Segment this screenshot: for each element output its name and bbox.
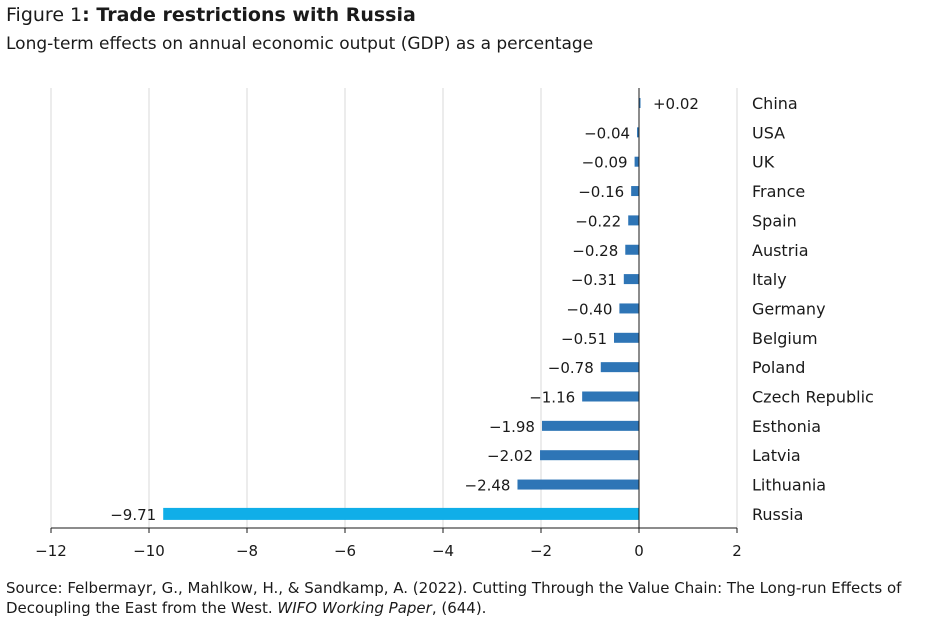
category-label: Latvia — [752, 446, 801, 465]
value-label: −0.31 — [571, 271, 617, 289]
category-label: Esthonia — [752, 417, 821, 436]
value-label: −0.40 — [566, 300, 612, 318]
figure-title: Figure 1: Trade restrictions with Russia — [6, 4, 416, 26]
bar-latvia — [540, 450, 639, 461]
bar-france — [631, 186, 639, 197]
source-prefix: Source: Felbermayr, G., Mahlkow, H., & S… — [6, 579, 902, 617]
x-tick-label: −10 — [133, 542, 165, 560]
x-tick-label: −4 — [432, 542, 454, 560]
bar-esthonia — [541, 420, 639, 431]
category-label: Italy — [752, 270, 787, 289]
category-label: Russia — [752, 505, 803, 524]
figure-title-text: Trade restrictions with Russia — [96, 4, 416, 26]
bar-czech-republic — [582, 391, 639, 402]
x-tick-label: 2 — [732, 542, 742, 560]
x-tick-label: −2 — [530, 542, 552, 560]
value-label: −0.78 — [548, 359, 594, 377]
bar-chart: +0.02 −0.04 −0.09 −0.16 −0.22 −0.28 −0.31 −0.40… — [35, 88, 874, 560]
figure-subtitle: Long-term effects on annual economic out… — [6, 34, 594, 54]
bar-lithuania — [517, 479, 639, 490]
bar-spain — [628, 215, 639, 226]
value-labels: +0.02 −0.04 −0.09 −0.16 −0.22 −0.28 −0.31 −0.40… — [110, 95, 699, 524]
bar-uk — [634, 156, 639, 167]
value-label: −2.02 — [487, 447, 533, 465]
category-label: Spain — [752, 211, 797, 230]
value-label: −0.04 — [584, 124, 630, 142]
value-label: −0.22 — [575, 212, 621, 230]
bar-austria — [625, 244, 639, 255]
bar-belgium — [614, 332, 639, 343]
bar-russia — [163, 507, 639, 520]
bar-china — [639, 98, 641, 108]
source-suffix: , (644). — [431, 599, 487, 617]
value-label: −1.16 — [529, 389, 575, 407]
value-label: −9.71 — [110, 506, 156, 524]
x-tick-label: −12 — [35, 542, 67, 560]
category-label: Poland — [752, 358, 805, 377]
category-label: USA — [752, 123, 785, 142]
source-note: Source: Felbermayr, G., Mahlkow, H., & S… — [6, 578, 928, 618]
value-label: −1.98 — [489, 418, 535, 436]
category-labels: China USA UK France Spain Austria Italy Germany… — [752, 94, 874, 524]
bars — [163, 98, 641, 520]
source-journal: WIFO Working Paper — [277, 599, 432, 617]
x-tick-label: −6 — [334, 542, 356, 560]
bar-usa — [637, 127, 639, 138]
category-label: UK — [752, 153, 775, 172]
bar-italy — [623, 274, 639, 285]
axes — [50, 88, 738, 533]
category-label: Czech Republic — [752, 388, 874, 407]
figure-title-colon: : — [82, 4, 97, 26]
value-label: −0.28 — [572, 242, 618, 260]
x-tick-label: 0 — [634, 542, 644, 560]
bar-poland — [600, 362, 639, 373]
value-label: −2.48 — [465, 477, 511, 495]
category-label: Germany — [752, 299, 826, 318]
bar-germany — [619, 303, 639, 314]
value-label: −0.51 — [561, 330, 607, 348]
value-label: +0.02 — [653, 95, 699, 113]
category-label: France — [752, 182, 805, 201]
value-label: −0.09 — [582, 154, 628, 172]
x-tick-label: −8 — [236, 542, 258, 560]
tick-labels: −12 −10 −8 −6 −4 −2 0 2 — [35, 542, 742, 560]
value-label: −0.16 — [578, 183, 624, 201]
figure-label: Figure 1 — [6, 4, 83, 26]
category-label: China — [752, 94, 798, 113]
category-label: Lithuania — [752, 476, 826, 495]
category-label: Belgium — [752, 329, 818, 348]
category-label: Austria — [752, 241, 809, 260]
